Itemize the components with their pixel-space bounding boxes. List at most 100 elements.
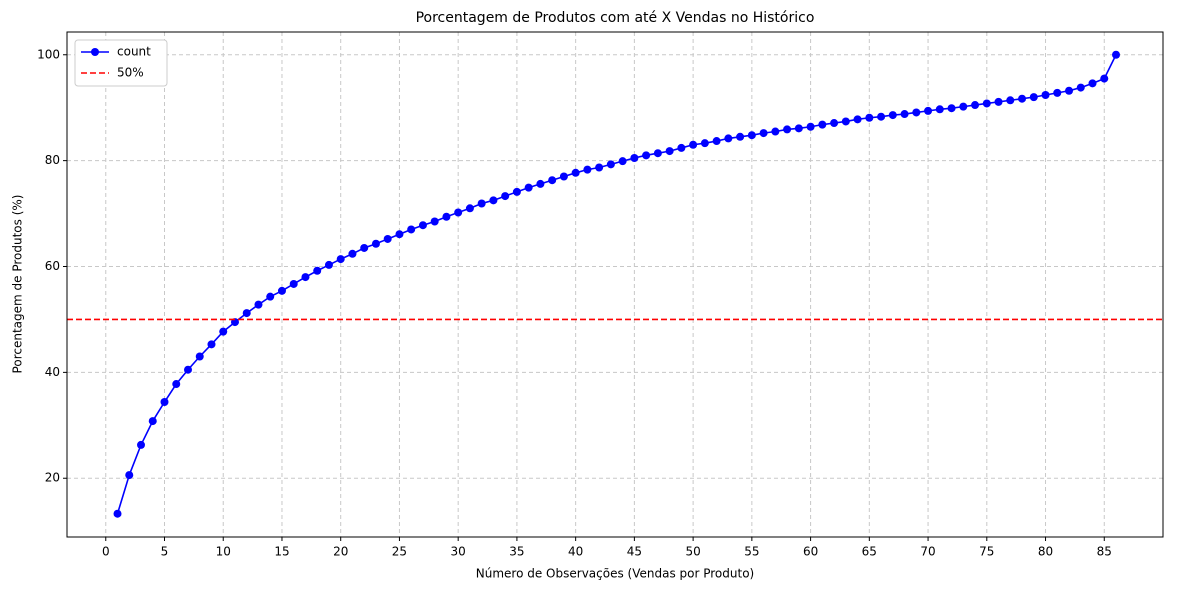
data-point bbox=[665, 147, 674, 156]
data-point bbox=[395, 230, 404, 239]
data-point bbox=[947, 104, 956, 113]
y-tick-label: 60 bbox=[45, 259, 60, 273]
data-point bbox=[1076, 83, 1085, 92]
data-point bbox=[1088, 79, 1097, 88]
x-tick-label: 35 bbox=[509, 545, 524, 559]
data-point bbox=[642, 151, 651, 160]
data-point bbox=[1029, 93, 1038, 102]
x-tick-label: 45 bbox=[627, 545, 642, 559]
data-point bbox=[477, 199, 486, 208]
data-point bbox=[853, 115, 862, 124]
x-tick-label: 65 bbox=[862, 545, 877, 559]
x-tick-label: 75 bbox=[979, 545, 994, 559]
data-point bbox=[712, 137, 721, 146]
data-point bbox=[454, 208, 463, 217]
x-tick-label: 40 bbox=[568, 545, 583, 559]
data-point bbox=[559, 172, 568, 181]
data-point bbox=[301, 273, 310, 282]
y-tick-label: 80 bbox=[45, 153, 60, 167]
data-point bbox=[830, 119, 839, 128]
data-point bbox=[759, 129, 768, 138]
data-point bbox=[183, 365, 192, 374]
data-point bbox=[806, 122, 815, 131]
data-point bbox=[407, 225, 416, 234]
data-point bbox=[172, 380, 181, 389]
data-point bbox=[1053, 88, 1062, 97]
data-point bbox=[630, 153, 639, 162]
x-tick-label: 50 bbox=[685, 545, 700, 559]
x-tick-label: 85 bbox=[1097, 545, 1112, 559]
data-point bbox=[724, 134, 733, 143]
data-point bbox=[524, 183, 533, 192]
data-point bbox=[982, 99, 991, 108]
data-point bbox=[148, 417, 157, 426]
x-tick-label: 0 bbox=[102, 545, 110, 559]
data-point bbox=[783, 125, 792, 134]
data-point bbox=[689, 140, 698, 149]
x-tick-label: 10 bbox=[216, 545, 231, 559]
x-tick-label: 25 bbox=[392, 545, 407, 559]
data-point bbox=[1100, 74, 1109, 83]
data-point bbox=[242, 309, 251, 318]
data-point bbox=[736, 132, 745, 141]
data-point bbox=[512, 187, 521, 196]
y-tick-label: 40 bbox=[45, 365, 60, 379]
data-point bbox=[360, 243, 369, 252]
data-point bbox=[653, 149, 662, 158]
data-point bbox=[277, 286, 286, 295]
x-tick-label: 55 bbox=[744, 545, 759, 559]
data-point bbox=[430, 217, 439, 226]
legend-label: 50% bbox=[117, 66, 144, 80]
data-point bbox=[536, 179, 545, 188]
data-point bbox=[818, 120, 827, 129]
data-point bbox=[501, 192, 510, 201]
data-point bbox=[195, 352, 204, 361]
data-point bbox=[959, 102, 968, 111]
data-point bbox=[924, 106, 933, 115]
data-point bbox=[571, 168, 580, 177]
data-point bbox=[888, 111, 897, 120]
data-point bbox=[313, 266, 322, 275]
data-point bbox=[489, 196, 498, 205]
data-point bbox=[841, 117, 850, 126]
data-point bbox=[207, 340, 216, 349]
data-point bbox=[1006, 96, 1015, 105]
data-point bbox=[371, 239, 380, 248]
data-point bbox=[912, 108, 921, 117]
data-point bbox=[324, 260, 333, 269]
data-point bbox=[865, 113, 874, 122]
data-point bbox=[219, 327, 228, 336]
x-axis-label: Número de Observações (Vendas por Produt… bbox=[476, 567, 754, 581]
data-point bbox=[618, 157, 627, 166]
x-tick-label: 70 bbox=[920, 545, 935, 559]
data-point bbox=[877, 112, 886, 121]
data-point bbox=[254, 300, 263, 309]
data-point bbox=[548, 176, 557, 185]
data-point bbox=[1018, 94, 1027, 103]
x-tick-label: 5 bbox=[161, 545, 169, 559]
data-point bbox=[1065, 86, 1074, 95]
data-point bbox=[700, 139, 709, 148]
data-point bbox=[794, 124, 803, 133]
data-point bbox=[606, 160, 615, 169]
data-point bbox=[113, 509, 122, 518]
data-point bbox=[747, 131, 756, 140]
x-tick-label: 60 bbox=[803, 545, 818, 559]
data-point bbox=[1112, 50, 1121, 59]
data-point bbox=[595, 163, 604, 172]
data-point bbox=[289, 279, 298, 288]
data-point bbox=[125, 471, 134, 480]
data-point bbox=[383, 234, 392, 243]
y-tick-label: 20 bbox=[45, 471, 60, 485]
plot-frame bbox=[66, 31, 1164, 538]
data-point bbox=[336, 255, 345, 264]
data-point bbox=[900, 110, 909, 119]
data-point bbox=[465, 204, 474, 213]
data-point bbox=[137, 440, 146, 449]
data-point bbox=[442, 212, 451, 221]
data-point bbox=[1041, 90, 1050, 99]
chart-title: Porcentagem de Produtos com até X Vendas… bbox=[416, 10, 815, 26]
x-tick-label: 15 bbox=[274, 545, 289, 559]
